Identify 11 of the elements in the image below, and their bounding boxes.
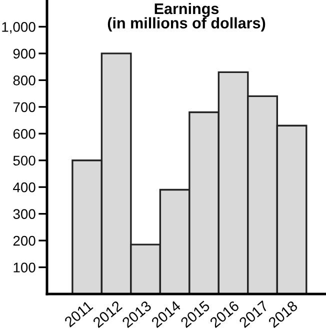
y-tick-label: 700 bbox=[13, 102, 36, 112]
y-tick-label: 900 bbox=[13, 48, 36, 59]
y-tick-label: 1,000 bbox=[2, 22, 36, 34]
y-tick-label: 500 bbox=[13, 156, 36, 166]
y-tick-label: 100 bbox=[14, 262, 36, 272]
y-tick-label: 800 bbox=[13, 76, 36, 86]
y-tick-label: 300 bbox=[13, 209, 36, 219]
y-tick-label: 400 bbox=[13, 182, 36, 192]
text: Earnings (in millions of dollars) bbox=[108, 2, 266, 32]
y-tick-label: 200 bbox=[13, 236, 36, 246]
y-tick-label: 600 bbox=[13, 128, 36, 139]
